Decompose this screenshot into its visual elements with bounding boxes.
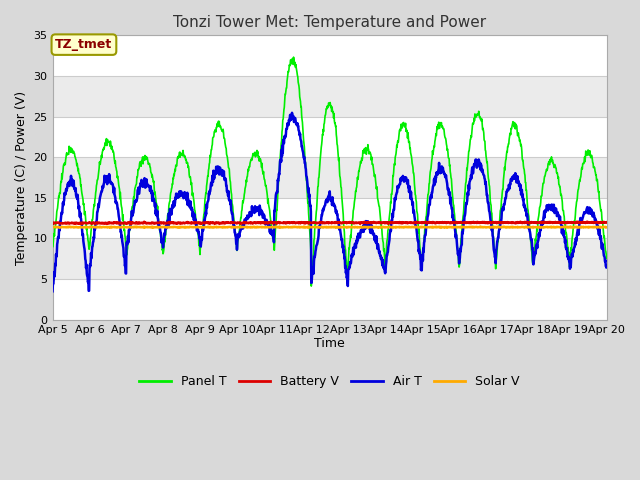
Battery V: [159, 220, 166, 226]
Solar V: [538, 224, 545, 230]
Battery V: [234, 219, 242, 225]
Line: Air T: Air T: [52, 113, 607, 291]
Panel T: [234, 239, 241, 244]
Solar V: [603, 225, 611, 230]
Panel T: [307, 283, 315, 289]
Panel T: [172, 163, 180, 168]
Battery V: [417, 219, 424, 225]
Battery V: [172, 220, 180, 226]
Line: Panel T: Panel T: [52, 57, 607, 286]
Solar V: [489, 225, 497, 230]
Solar V: [49, 224, 56, 230]
Title: Tonzi Tower Met: Temperature and Power: Tonzi Tower Met: Temperature and Power: [173, 15, 486, 30]
Air T: [234, 231, 241, 237]
Battery V: [102, 221, 110, 227]
Line: Solar V: Solar V: [52, 227, 607, 228]
Panel T: [159, 247, 166, 253]
Battery V: [538, 219, 545, 225]
Solar V: [417, 224, 424, 230]
Y-axis label: Temperature (C) / Power (V): Temperature (C) / Power (V): [15, 91, 28, 264]
Air T: [159, 238, 166, 243]
Panel T: [489, 223, 497, 228]
Line: Battery V: Battery V: [52, 222, 607, 224]
Bar: [52, 76, 607, 117]
Legend: Panel T, Battery V, Air T, Solar V: Panel T, Battery V, Air T, Solar V: [134, 370, 525, 393]
Air T: [488, 224, 496, 230]
Air T: [288, 110, 296, 116]
Battery V: [267, 219, 275, 225]
Solar V: [172, 224, 180, 230]
Battery V: [489, 219, 497, 225]
Air T: [172, 196, 180, 202]
Panel T: [603, 255, 611, 261]
Battery V: [49, 220, 56, 226]
Solar V: [275, 224, 283, 229]
Solar V: [106, 225, 114, 230]
X-axis label: Time: Time: [314, 337, 345, 350]
Panel T: [538, 193, 545, 199]
Bar: [52, 157, 607, 198]
Air T: [537, 221, 545, 227]
Solar V: [234, 224, 242, 230]
Air T: [416, 249, 424, 255]
Panel T: [290, 54, 298, 60]
Air T: [49, 288, 56, 294]
Bar: [52, 239, 607, 279]
Panel T: [49, 244, 56, 250]
Solar V: [159, 224, 166, 230]
Battery V: [603, 219, 611, 225]
Panel T: [417, 247, 424, 252]
Text: TZ_tmet: TZ_tmet: [55, 38, 113, 51]
Air T: [603, 264, 611, 270]
